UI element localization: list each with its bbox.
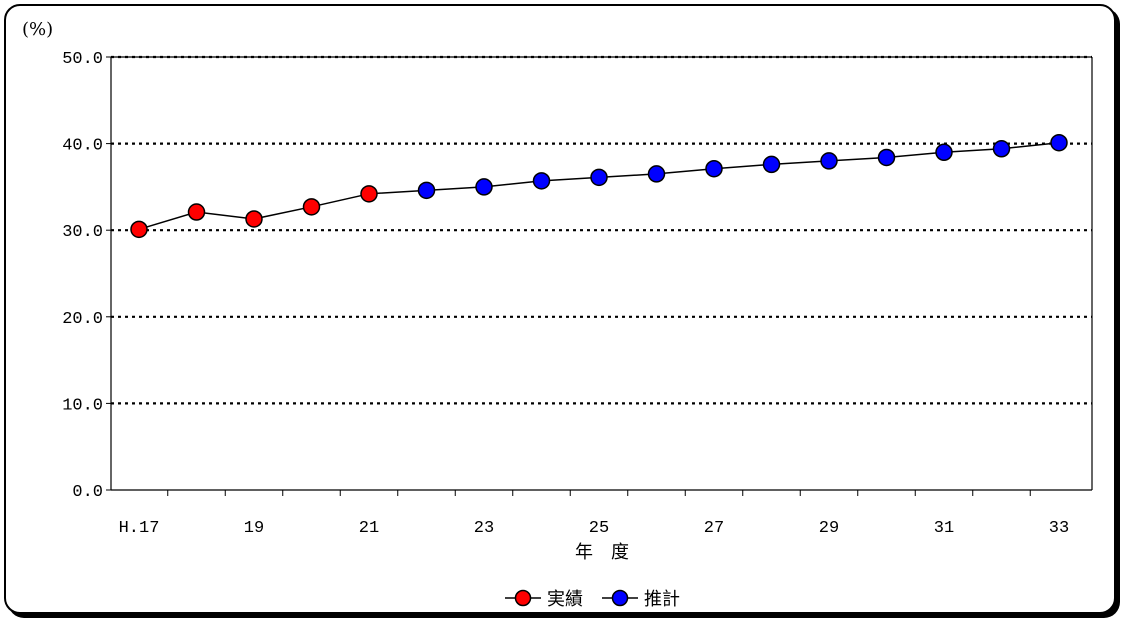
data-point-推計 bbox=[590, 168, 608, 187]
data-point-推計 bbox=[532, 172, 551, 190]
data-point-推計 bbox=[475, 178, 493, 196]
data-point-推計 bbox=[705, 159, 723, 178]
legend-marker bbox=[611, 589, 629, 607]
y-tick-label: 40.0 bbox=[62, 137, 103, 156]
y-tick-label: 20.0 bbox=[62, 310, 103, 329]
x-tick-label: 33 bbox=[1049, 519, 1069, 538]
x-axis-title: 年 度 bbox=[575, 542, 629, 563]
data-point-実績 bbox=[187, 203, 206, 221]
x-tick-label: 21 bbox=[359, 519, 379, 538]
x-tick-label: 31 bbox=[934, 519, 954, 538]
legend-label: 推計 bbox=[644, 589, 680, 610]
legend-marker bbox=[514, 589, 532, 607]
data-point-推計 bbox=[992, 140, 1011, 158]
axes: 0.0 10.0 20.0 30.0 40.0 50.0 H.17 19 21 23 25 27 29 3… bbox=[62, 50, 1093, 538]
chart-frame bbox=[4, 4, 1116, 614]
gridlines bbox=[111, 55, 1092, 405]
data-point-推計 bbox=[877, 148, 896, 167]
data-points bbox=[130, 133, 1068, 239]
y-tick-label: 50.0 bbox=[62, 50, 103, 69]
data-point-推計 bbox=[417, 181, 436, 200]
x-tick-label: H.17 bbox=[119, 519, 160, 538]
x-tick-label: 23 bbox=[474, 519, 494, 538]
data-point-推計 bbox=[1050, 133, 1068, 152]
x-tick-label: 29 bbox=[819, 519, 839, 538]
data-point-実績 bbox=[360, 185, 378, 203]
legend-label: 実績 bbox=[547, 589, 583, 610]
data-point-推計 bbox=[647, 165, 666, 183]
data-point-推計 bbox=[935, 143, 953, 162]
data-point-実績 bbox=[130, 220, 148, 239]
x-tick-label: 25 bbox=[589, 519, 609, 538]
data-point-推計 bbox=[762, 155, 781, 174]
data-point-推計 bbox=[820, 152, 838, 170]
legend: 実績 推計 bbox=[505, 589, 680, 610]
data-point-実績 bbox=[302, 198, 321, 216]
y-tick-label: 0.0 bbox=[72, 483, 103, 502]
x-tick-label: 19 bbox=[244, 519, 264, 538]
y-tick-label: 30.0 bbox=[62, 223, 103, 242]
x-tick-label: 27 bbox=[704, 519, 724, 538]
y-tick-label: 10.0 bbox=[62, 396, 103, 415]
data-point-実績 bbox=[245, 210, 263, 228]
y-axis-unit: (%) bbox=[22, 19, 53, 40]
